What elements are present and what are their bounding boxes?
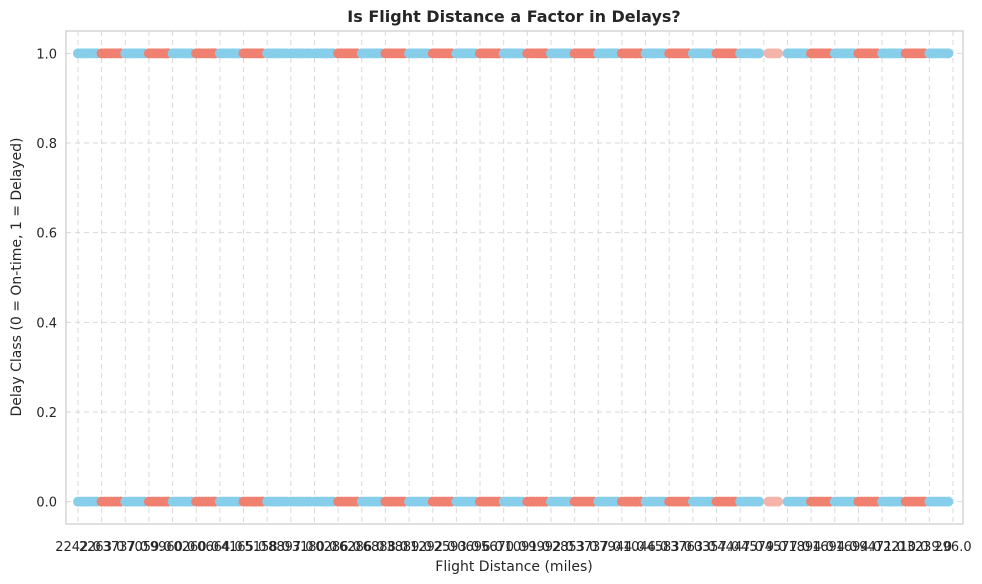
x-tick-label: 4583.0 [646,540,692,555]
y-tick-label: 0.0 [36,496,57,511]
delayed-point [754,48,765,59]
x-tick-label: 2853.0 [552,540,598,555]
x-axis-label: Flight Distance (miles) [435,559,592,575]
x-tick-label: 3889.0 [386,540,432,555]
x-tick-label: 1046.0 [623,540,669,555]
x-tick-label: 0664.0 [197,540,243,555]
chart-title: Is Flight Distance a Factor in Delays? [347,7,680,26]
x-tick-label: 4165.0 [221,540,267,555]
x-tick-label: 4577.0 [765,540,811,555]
grid-lines [66,31,963,524]
x-tick-label: 1694.0 [812,540,858,555]
x-tick-label: 4447.0 [717,540,763,555]
x-tick-label: 1091.0 [505,540,551,555]
x-tick-label: 0357.0 [694,540,740,555]
on-time-point [943,496,954,507]
x-tick-label: 0260.0 [173,540,219,555]
x-tick-label: 6286.0 [339,540,385,555]
plot-frame [65,30,964,525]
on-time-point [754,496,765,507]
y-tick-label: 0.6 [36,227,57,242]
y-tick-labels: 0.0 0.2 0.4 0.6 0.8 1.0 [36,47,57,510]
x-tick-label: 0286.0 [315,540,361,555]
x-tick-label: 7944.0 [599,540,645,555]
x-tick-label: 296.0 [934,540,971,555]
x-tick-label: 4579.0 [741,540,787,555]
delayed-point [943,48,954,59]
y-tick-label: 0.2 [36,406,57,421]
x-tick-labels: 2242.02263.03737.07059.09960.00260.00664… [55,540,971,555]
x-tick-label: 6888.0 [363,540,409,555]
x-tick-label: 0696.0 [457,540,503,555]
y-tick-label: 0.8 [36,137,57,152]
x-tick-label: 2593.0 [434,540,480,555]
x-tick-label: 9471.0 [859,540,905,555]
y-tick-label: 1.0 [36,47,57,62]
data-points [73,48,954,507]
x-tick-label: 9992.0 [528,540,574,555]
x-tick-label: 3737.0 [103,540,149,555]
x-tick-label: 2210.0 [883,540,929,555]
x-tick-label: 3763.0 [670,540,716,555]
x-tick-label: 2242.0 [55,540,101,555]
x-tick-label: 5670.0 [481,540,527,555]
y-tick-label: 0.4 [36,316,57,331]
x-tick-label: 9960.0 [150,540,196,555]
x-tick-label: 2263.0 [79,540,125,555]
y-axis-label: Delay Class (0 = On-time, 1 = Delayed) [9,137,25,416]
on-time-point [773,496,783,507]
x-tick-label: 1694.0 [836,540,882,555]
x-tick-label: 8897.0 [268,540,314,555]
x-tick-label: 5158.0 [244,540,290,555]
x-tick-label: 3180.0 [292,540,338,555]
x-tick-label: 3239.0 [907,540,953,555]
delayed-point [773,48,783,59]
x-tick-label: 7059.0 [126,540,172,555]
x-tick-label: 1894.0 [788,540,834,555]
x-tick-label: 1292.0 [410,540,456,555]
x-tick-label: 3737.0 [576,540,622,555]
